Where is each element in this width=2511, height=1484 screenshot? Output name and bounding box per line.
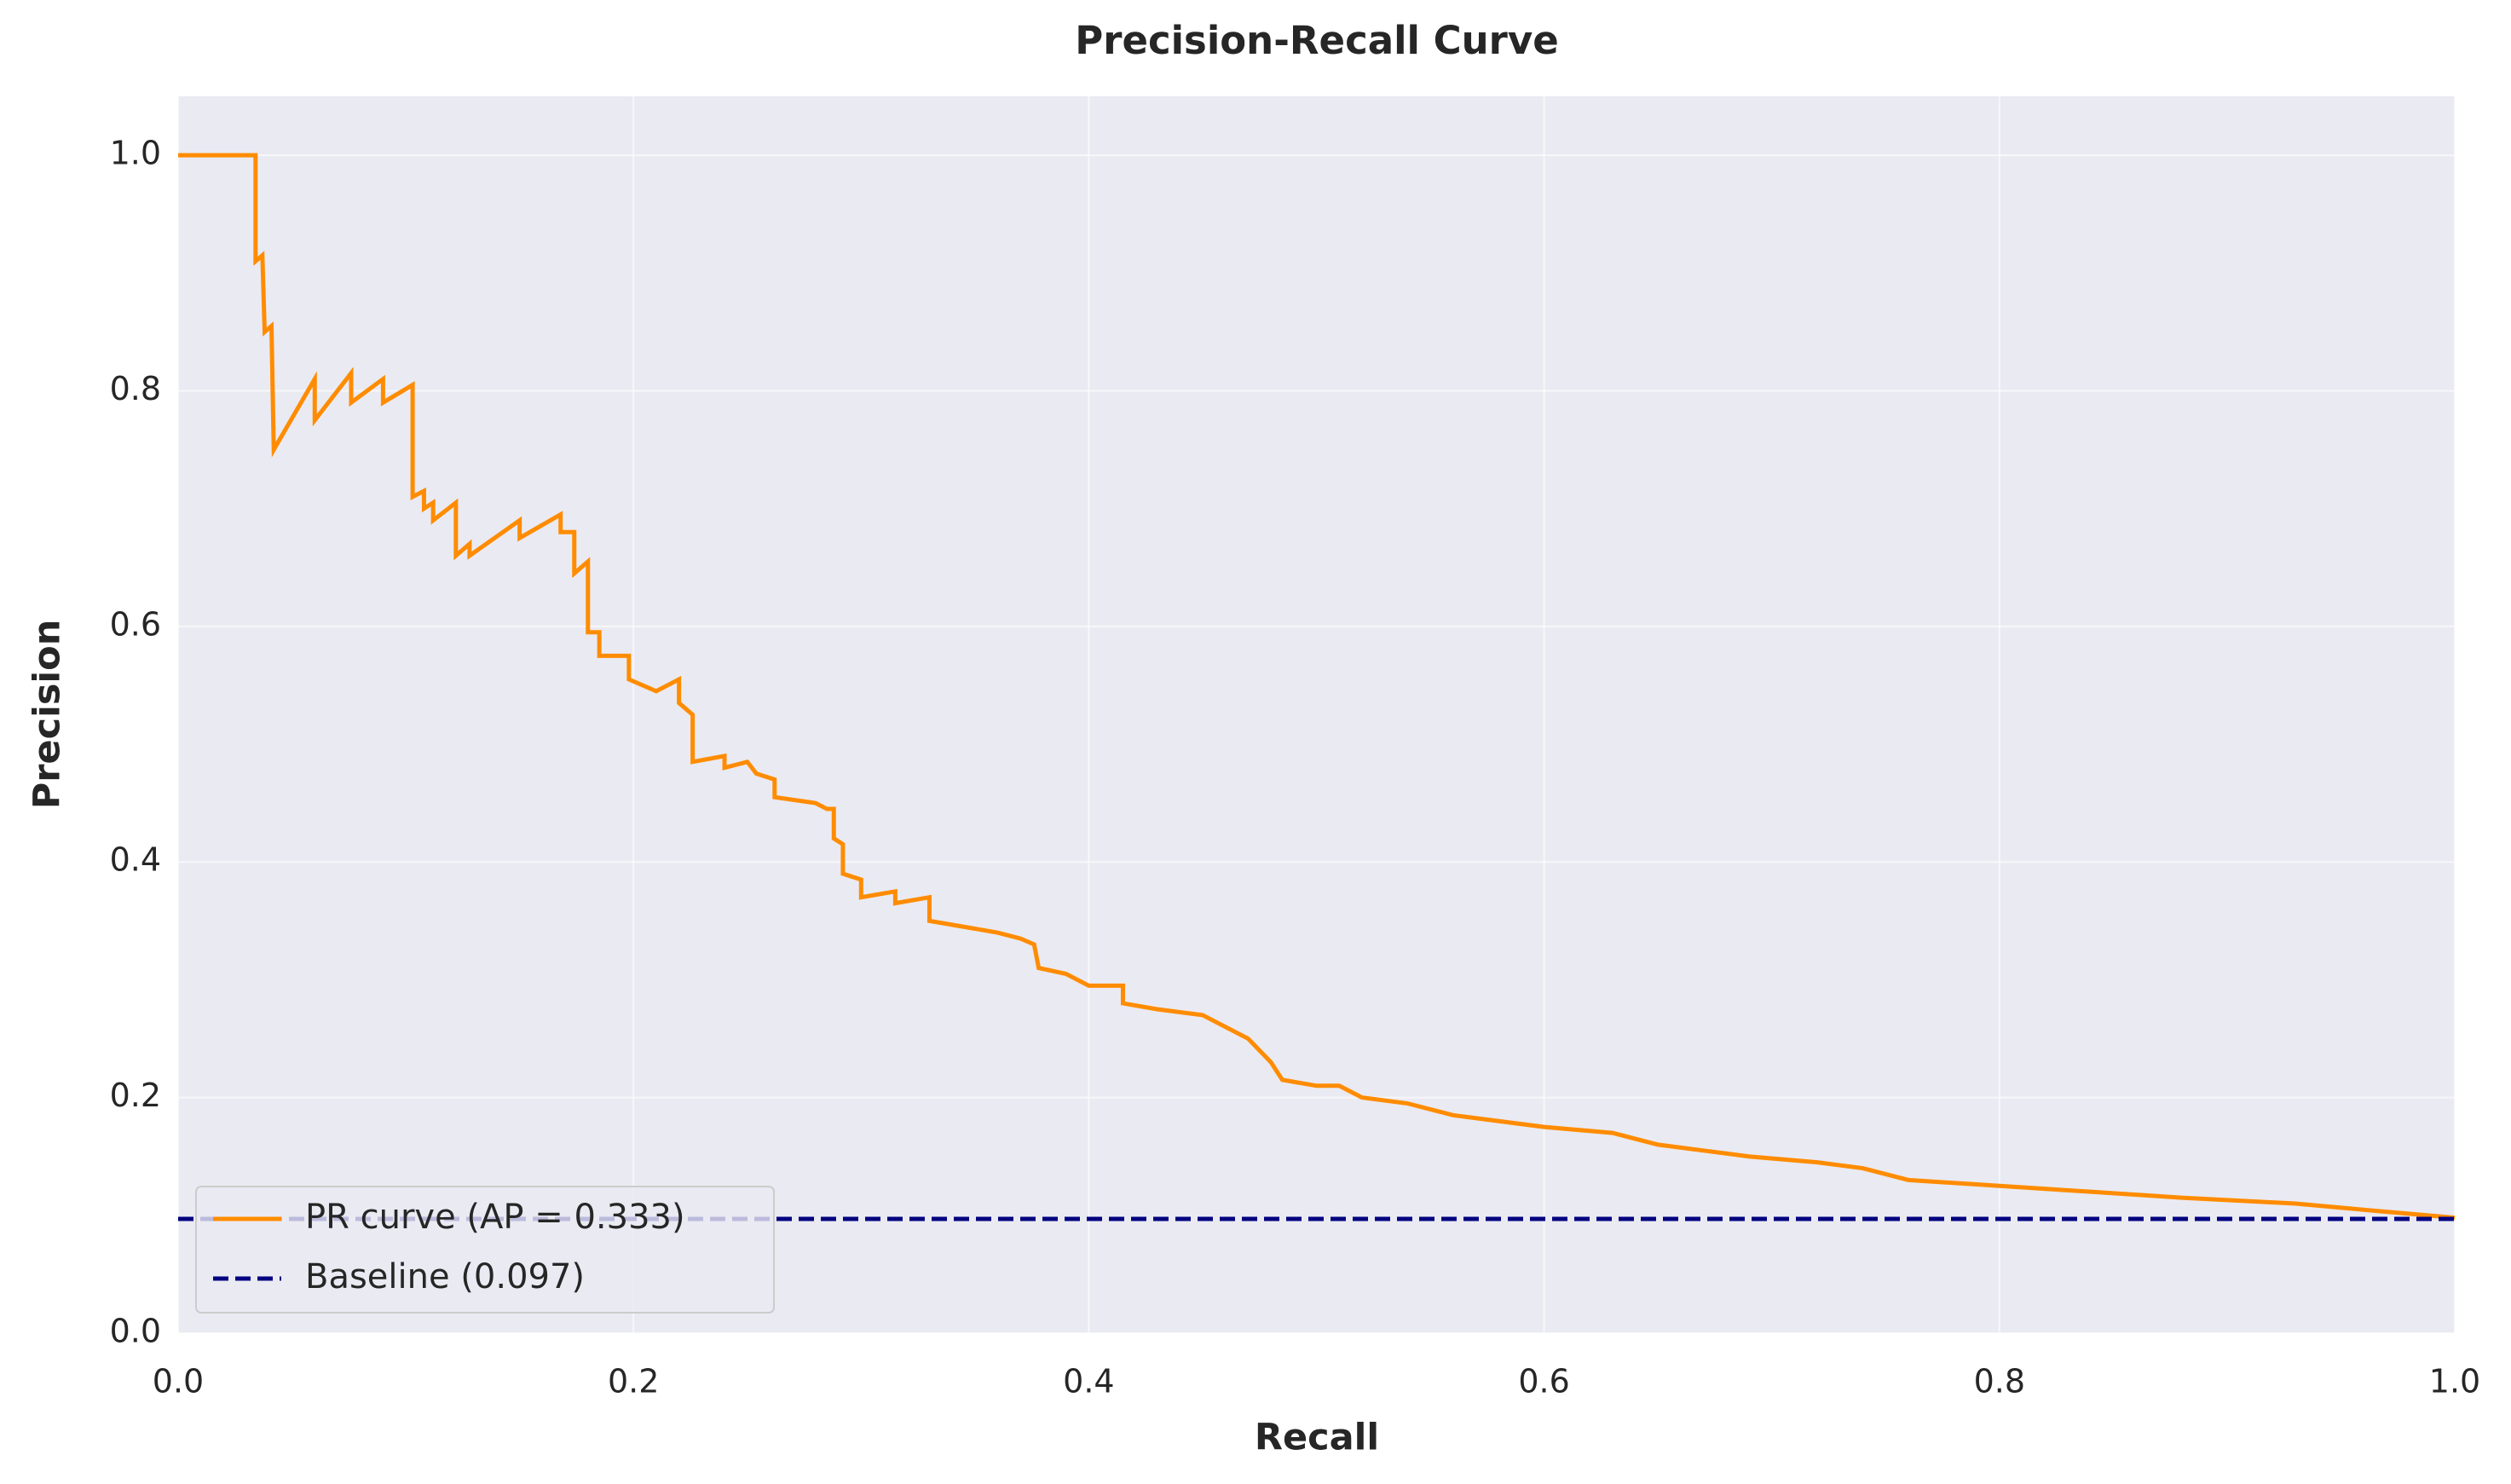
y-axis-label: Precision	[26, 620, 69, 810]
x-tick-label: 1.0	[2429, 1363, 2480, 1400]
y-tick-label: 0.2	[110, 1077, 161, 1114]
series-line	[178, 153, 2456, 1221]
x-tick-label: 0.2	[608, 1363, 659, 1400]
y-tick-label: 0.4	[110, 841, 161, 879]
y-tick-label: 0.0	[110, 1313, 161, 1350]
x-axis-label: Recall	[1255, 1417, 1379, 1459]
plot-area	[178, 96, 2455, 1333]
chart-title: Precision-Recall Curve	[1075, 18, 1558, 63]
legend-label: PR curve (AP = 0.333)	[305, 1198, 685, 1237]
x-tick-label: 0.0	[153, 1363, 204, 1400]
y-tick-label: 0.8	[110, 370, 161, 407]
legend-label: Baseline (0.097)	[305, 1257, 585, 1296]
x-tick-label: 0.4	[1063, 1363, 1114, 1400]
legend-box	[195, 1186, 775, 1314]
y-tick-label: 0.6	[110, 605, 161, 643]
y-tick-label: 1.0	[110, 135, 161, 172]
x-tick-label: 0.8	[1974, 1363, 2025, 1400]
x-tick-label: 0.6	[1518, 1363, 1569, 1400]
